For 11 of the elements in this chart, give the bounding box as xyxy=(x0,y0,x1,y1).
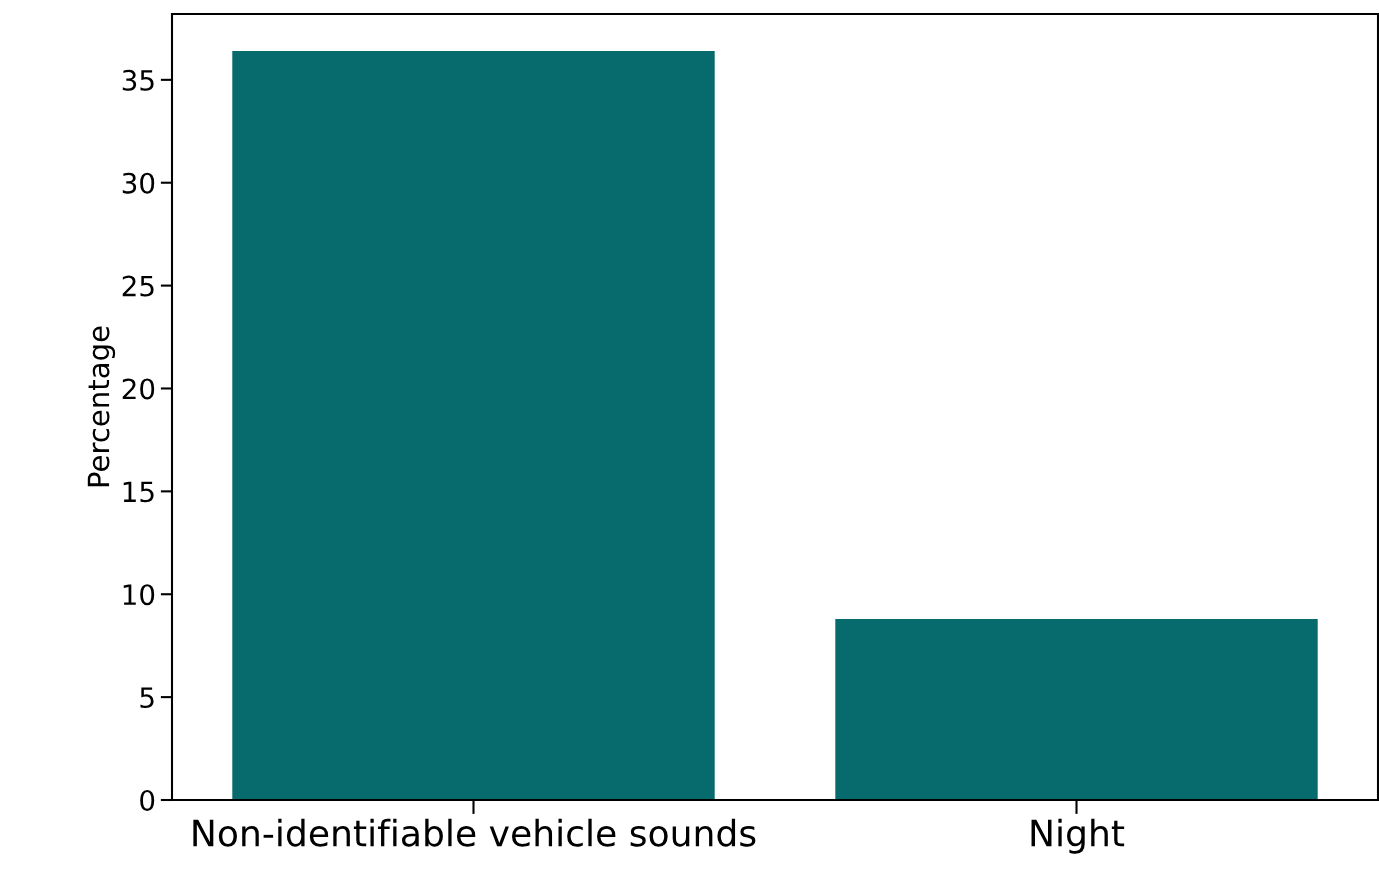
y-tick-label: 15 xyxy=(123,481,154,503)
y-axis-title: Percentage xyxy=(87,326,116,487)
y-tick-label: 30 xyxy=(122,172,155,194)
y-tick-label: 20 xyxy=(122,378,155,400)
y-tick-label: 35 xyxy=(122,69,154,91)
x-tick-label: Night xyxy=(1031,818,1125,854)
y-tick-label: 25 xyxy=(122,275,154,297)
y-tick-label: 5 xyxy=(140,687,154,709)
x-tick-label: Non-identifiable vehicle sounds xyxy=(193,818,756,847)
y-tick-label: 10 xyxy=(123,584,155,606)
y-tick-label: 0 xyxy=(140,789,155,811)
